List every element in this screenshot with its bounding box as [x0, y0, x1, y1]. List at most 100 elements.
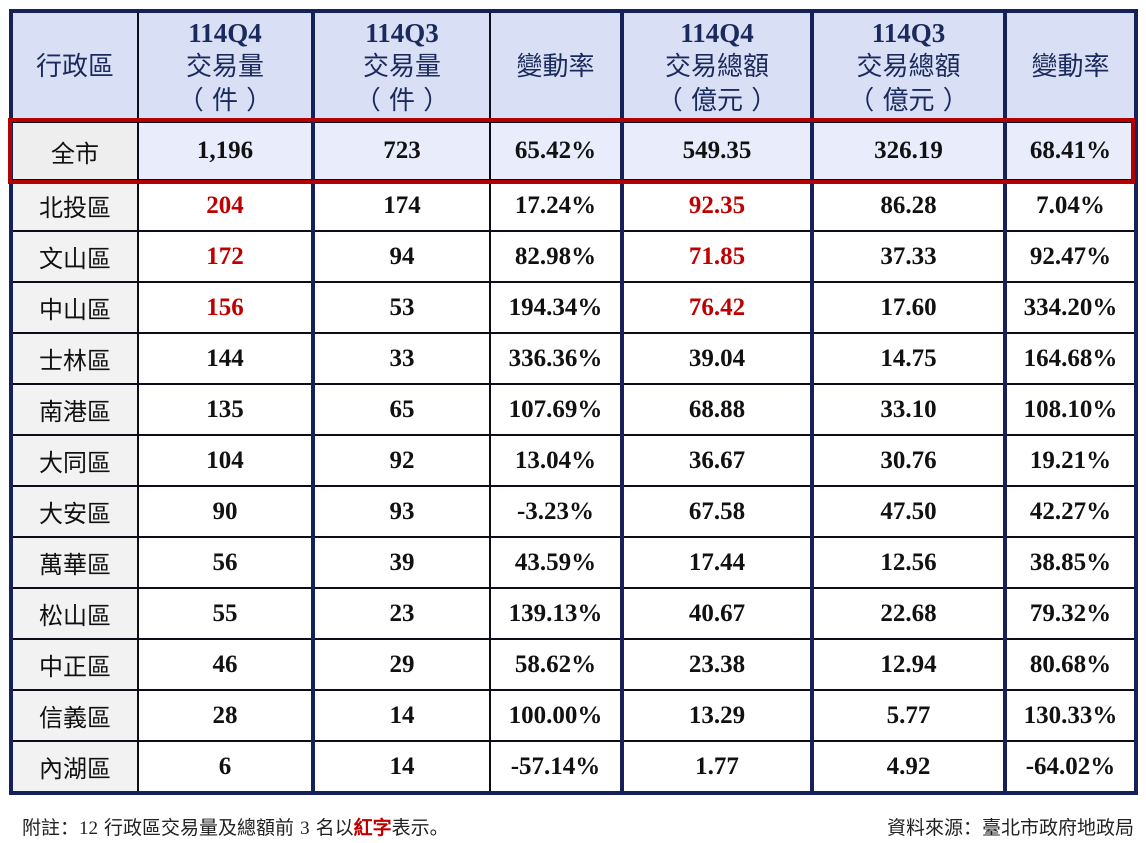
district-cell: 南港區	[9, 383, 139, 436]
table-row: 內湖區 6 14 -57.14% 1.77 4.92 -64.02%	[9, 740, 1138, 795]
table-row: 大安區 90 93 -3.23% 67.58 47.50 42.27%	[9, 485, 1138, 538]
header-period: 114Q3	[365, 18, 439, 48]
header-unit: （ 億元 ）	[656, 86, 778, 116]
header-q4-volume: 114Q4 交易量 （ 件 ）	[137, 9, 314, 123]
q3-volume-cell: 174	[311, 179, 491, 232]
q4-amount-cell: 17.44	[620, 536, 813, 589]
volume-change-cell: 17.24%	[489, 179, 623, 232]
district-cell: 全市	[9, 121, 139, 181]
district-cell: 北投區	[9, 179, 139, 232]
district-cell: 大安區	[9, 485, 139, 538]
volume-change-cell: 107.69%	[489, 383, 623, 436]
q3-amount-cell: 12.56	[810, 536, 1006, 589]
q4-volume-cell: 172	[137, 230, 314, 283]
footnote-count: 12	[79, 818, 99, 839]
district-cell: 內湖區	[9, 740, 139, 795]
table-row: 北投區 204 174 17.24% 92.35 86.28 7.04%	[9, 179, 1138, 232]
header-label: 交易量	[362, 52, 441, 82]
q3-volume-cell: 93	[311, 485, 491, 538]
header-amount-change: 變動率	[1003, 9, 1138, 123]
q3-volume-cell: 39	[311, 536, 491, 589]
q3-amount-cell: 30.76	[810, 434, 1006, 487]
amount-change-cell: 7.04%	[1003, 179, 1138, 232]
data-source: 資料來源：臺北市政府地政局	[886, 817, 1134, 839]
volume-change-cell: 100.00%	[489, 689, 623, 742]
header-label: 變動率	[1031, 52, 1110, 82]
footnote-text-2: 名以	[309, 817, 354, 839]
header-label: 變動率	[516, 52, 595, 82]
header-row: 行政區 114Q4 交易量 （ 件 ） 114Q3 交易量 （ 件 ） 變動率 …	[9, 9, 1138, 123]
amount-change-cell: 19.21%	[1003, 434, 1138, 487]
footnote-text: 行政區交易量及總額前	[98, 817, 301, 839]
header-label: 交易總額	[856, 52, 961, 82]
header-volume-change: 變動率	[489, 9, 623, 123]
header-period: 114Q4	[680, 18, 754, 48]
q3-amount-cell: 5.77	[810, 689, 1006, 742]
q3-amount-cell: 17.60	[810, 281, 1006, 334]
q4-amount-cell: 76.42	[620, 281, 813, 334]
amount-change-cell: -64.02%	[1003, 740, 1138, 795]
q4-amount-cell: 40.67	[620, 587, 813, 640]
table-row: 文山區 172 94 82.98% 71.85 37.33 92.47%	[9, 230, 1138, 283]
q4-volume-cell: 28	[137, 689, 314, 742]
q4-volume-cell: 1,196	[137, 121, 314, 181]
volume-change-cell: -3.23%	[489, 485, 623, 538]
q3-volume-cell: 14	[311, 740, 491, 795]
footnote-red-label: 紅字	[353, 817, 392, 839]
footnote-prefix: 附註：	[22, 817, 80, 839]
district-cell: 萬華區	[9, 536, 139, 589]
district-cell: 文山區	[9, 230, 139, 283]
amount-change-cell: 80.68%	[1003, 638, 1138, 691]
header-q3-volume: 114Q3 交易量 （ 件 ）	[311, 9, 491, 123]
volume-change-cell: 43.59%	[489, 536, 623, 589]
q3-amount-cell: 14.75	[810, 332, 1006, 385]
q4-amount-cell: 39.04	[620, 332, 813, 385]
q4-volume-cell: 104	[137, 434, 314, 487]
q4-volume-cell: 135	[137, 383, 314, 436]
amount-change-cell: 79.32%	[1003, 587, 1138, 640]
q3-volume-cell: 29	[311, 638, 491, 691]
footnote-rank: 3	[300, 818, 310, 839]
q4-volume-cell: 6	[137, 740, 314, 795]
q4-volume-cell: 156	[137, 281, 314, 334]
table-row: 士林區 144 33 336.36% 39.04 14.75 164.68%	[9, 332, 1138, 385]
q4-amount-cell: 67.58	[620, 485, 813, 538]
q4-amount-cell: 36.67	[620, 434, 813, 487]
q3-volume-cell: 33	[311, 332, 491, 385]
q4-volume-cell: 46	[137, 638, 314, 691]
volume-change-cell: -57.14%	[489, 740, 623, 795]
q3-amount-cell: 86.28	[810, 179, 1006, 232]
district-cell: 士林區	[9, 332, 139, 385]
footnote-suffix: 表示。	[391, 817, 449, 839]
header-district: 行政區	[9, 9, 139, 123]
q3-amount-cell: 326.19	[810, 121, 1006, 181]
amount-change-cell: 68.41%	[1003, 121, 1138, 181]
q4-amount-cell: 92.35	[620, 179, 813, 232]
data-table-container: 行政區 114Q4 交易量 （ 件 ） 114Q3 交易量 （ 件 ） 變動率 …	[8, 9, 1138, 795]
footer: 附註：12 行政區交易量及總額前 3 名以紅字表示。 資料來源：臺北市政府地政局	[22, 813, 1134, 841]
volume-change-cell: 139.13%	[489, 587, 623, 640]
q3-volume-cell: 65	[311, 383, 491, 436]
q3-volume-cell: 92	[311, 434, 491, 487]
table-row: 松山區 55 23 139.13% 40.67 22.68 79.32%	[9, 587, 1138, 640]
q3-amount-cell: 22.68	[810, 587, 1006, 640]
header-label: 交易總額	[664, 52, 769, 82]
district-cell: 信義區	[9, 689, 139, 742]
q3-volume-cell: 94	[311, 230, 491, 283]
q4-volume-cell: 56	[137, 536, 314, 589]
header-unit: （ 件 ）	[354, 86, 450, 116]
volume-change-cell: 82.98%	[489, 230, 623, 283]
district-cell: 中山區	[9, 281, 139, 334]
q4-amount-cell: 71.85	[620, 230, 813, 283]
q4-volume-cell: 204	[137, 179, 314, 232]
table-row: 中正區 46 29 58.62% 23.38 12.94 80.68%	[9, 638, 1138, 691]
district-cell: 中正區	[9, 638, 139, 691]
header-period: 114Q3	[871, 18, 946, 48]
table-row: 中山區 156 53 194.34% 76.42 17.60 334.20%	[9, 281, 1138, 334]
q3-amount-cell: 12.94	[810, 638, 1006, 691]
volume-change-cell: 65.42%	[489, 121, 623, 181]
q4-amount-cell: 68.88	[620, 383, 813, 436]
q4-amount-cell: 1.77	[620, 740, 813, 795]
q3-amount-cell: 4.92	[810, 740, 1006, 795]
header-label: 行政區	[35, 52, 114, 82]
